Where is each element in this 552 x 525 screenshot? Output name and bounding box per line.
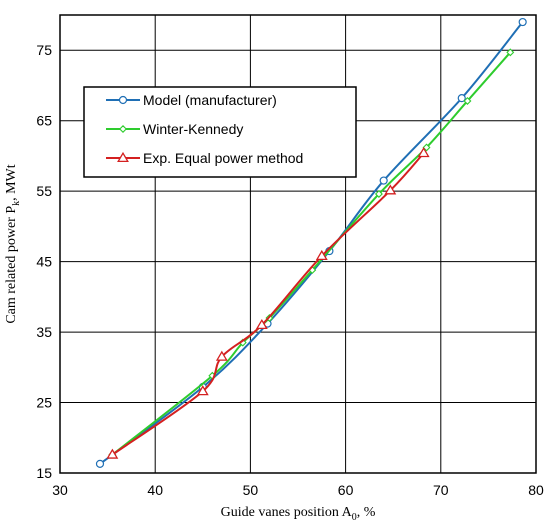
legend-swatch-marker <box>117 151 129 163</box>
x-tick-label: 30 <box>52 482 68 498</box>
legend: Model (manufacturer) Winter-Kennedy Exp. E… <box>83 86 357 178</box>
legend-box <box>83 86 357 178</box>
y-tick-label: 35 <box>36 324 52 340</box>
data-point <box>518 17 527 27</box>
legend-item-winter-kennedy: Winter-Kennedy <box>106 121 243 137</box>
data-point <box>315 249 328 260</box>
x-tick-label: 60 <box>338 482 354 498</box>
data-point <box>255 318 268 330</box>
data-point <box>506 48 515 57</box>
data-series <box>95 17 527 468</box>
data-point <box>215 350 228 361</box>
series-equal-power <box>106 147 430 459</box>
x-axis-label: Guide vanes position A0, % <box>221 505 376 523</box>
x-tick-label: 80 <box>528 482 544 498</box>
y-tick-label: 15 <box>36 465 52 481</box>
data-point <box>374 189 383 198</box>
legend-swatch-marker <box>119 125 127 133</box>
y-tick-label: 25 <box>36 395 52 411</box>
y-axis-label: Cam related power Pk, MWt <box>4 164 22 323</box>
legend-label: Winter-Kennedy <box>143 121 243 137</box>
legend-item-equal-power: Exp. Equal power method <box>106 150 303 166</box>
series-model-manufacturer <box>95 17 527 468</box>
legend-swatch-marker <box>118 95 128 105</box>
grid <box>59 15 537 474</box>
data-point <box>95 459 105 468</box>
data-point <box>196 385 209 396</box>
data-point <box>457 94 466 103</box>
data-point <box>463 96 472 105</box>
x-tick-label: 50 <box>243 482 259 498</box>
legend-label: Exp. Equal power method <box>143 150 303 166</box>
x-tick-label: 40 <box>147 482 163 498</box>
data-point <box>379 176 388 185</box>
data-point <box>422 143 431 152</box>
x-tick-label: 70 <box>433 482 449 498</box>
legend-item-model-manufacturer: Model (manufacturer) <box>106 92 277 108</box>
y-tick-label: 55 <box>36 183 52 199</box>
data-point <box>417 147 430 158</box>
tick-labels: 30 40 50 60 70 80 15 25 35 45 55 65 75 <box>36 42 544 498</box>
y-tick-label: 65 <box>36 113 52 129</box>
plot-area <box>59 14 537 474</box>
y-tick-label: 45 <box>36 254 52 270</box>
legend-label: Model (manufacturer) <box>143 92 277 108</box>
data-point <box>384 184 397 195</box>
data-point <box>106 448 119 459</box>
series-line <box>111 152 425 456</box>
y-tick-label: 75 <box>36 42 52 58</box>
